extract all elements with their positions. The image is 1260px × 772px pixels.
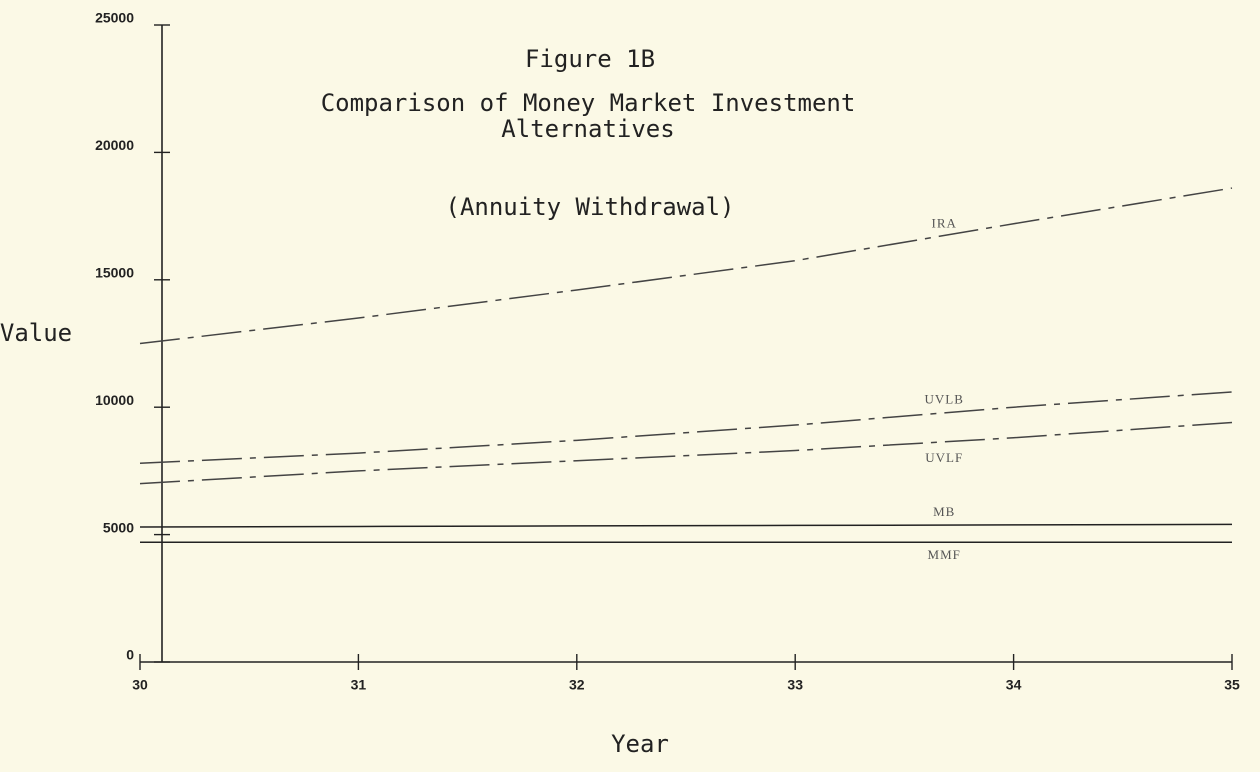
y-tick-label: 25000 — [95, 10, 134, 26]
x-tick-label: 34 — [1006, 677, 1022, 693]
x-tick-label: 33 — [787, 677, 803, 693]
y-tick-label: 5000 — [103, 519, 134, 535]
series-label: IRA — [932, 216, 957, 231]
series-line — [139, 421, 1233, 485]
chart-subtitle: Alternatives — [501, 115, 674, 143]
chart-note: (Annuity Withdrawal) — [446, 193, 735, 221]
y-tick-label: 15000 — [95, 265, 134, 281]
series-label: UVLB — [925, 391, 964, 406]
y-axis-label: Value — [0, 319, 72, 347]
y-tick-label: 20000 — [95, 137, 134, 153]
x-tick-label: 30 — [132, 677, 148, 693]
chart-subtitle: Comparison of Money Market Investment — [321, 89, 856, 117]
series-label: UVLF — [925, 450, 963, 465]
chart-title: Figure 1B — [525, 45, 655, 73]
x-tick-label: 35 — [1224, 677, 1240, 693]
series-line — [139, 187, 1233, 345]
series-label: MB — [933, 504, 955, 519]
x-axis-label: Year — [611, 730, 669, 758]
x-tick-label: 31 — [351, 677, 367, 693]
series-line — [139, 523, 1233, 528]
x-tick-label: 32 — [569, 677, 585, 693]
series-line — [139, 391, 1233, 465]
y-tick-label: 10000 — [95, 392, 134, 408]
series-label: MMF — [928, 547, 961, 562]
y-tick-label: 0 — [126, 647, 134, 663]
